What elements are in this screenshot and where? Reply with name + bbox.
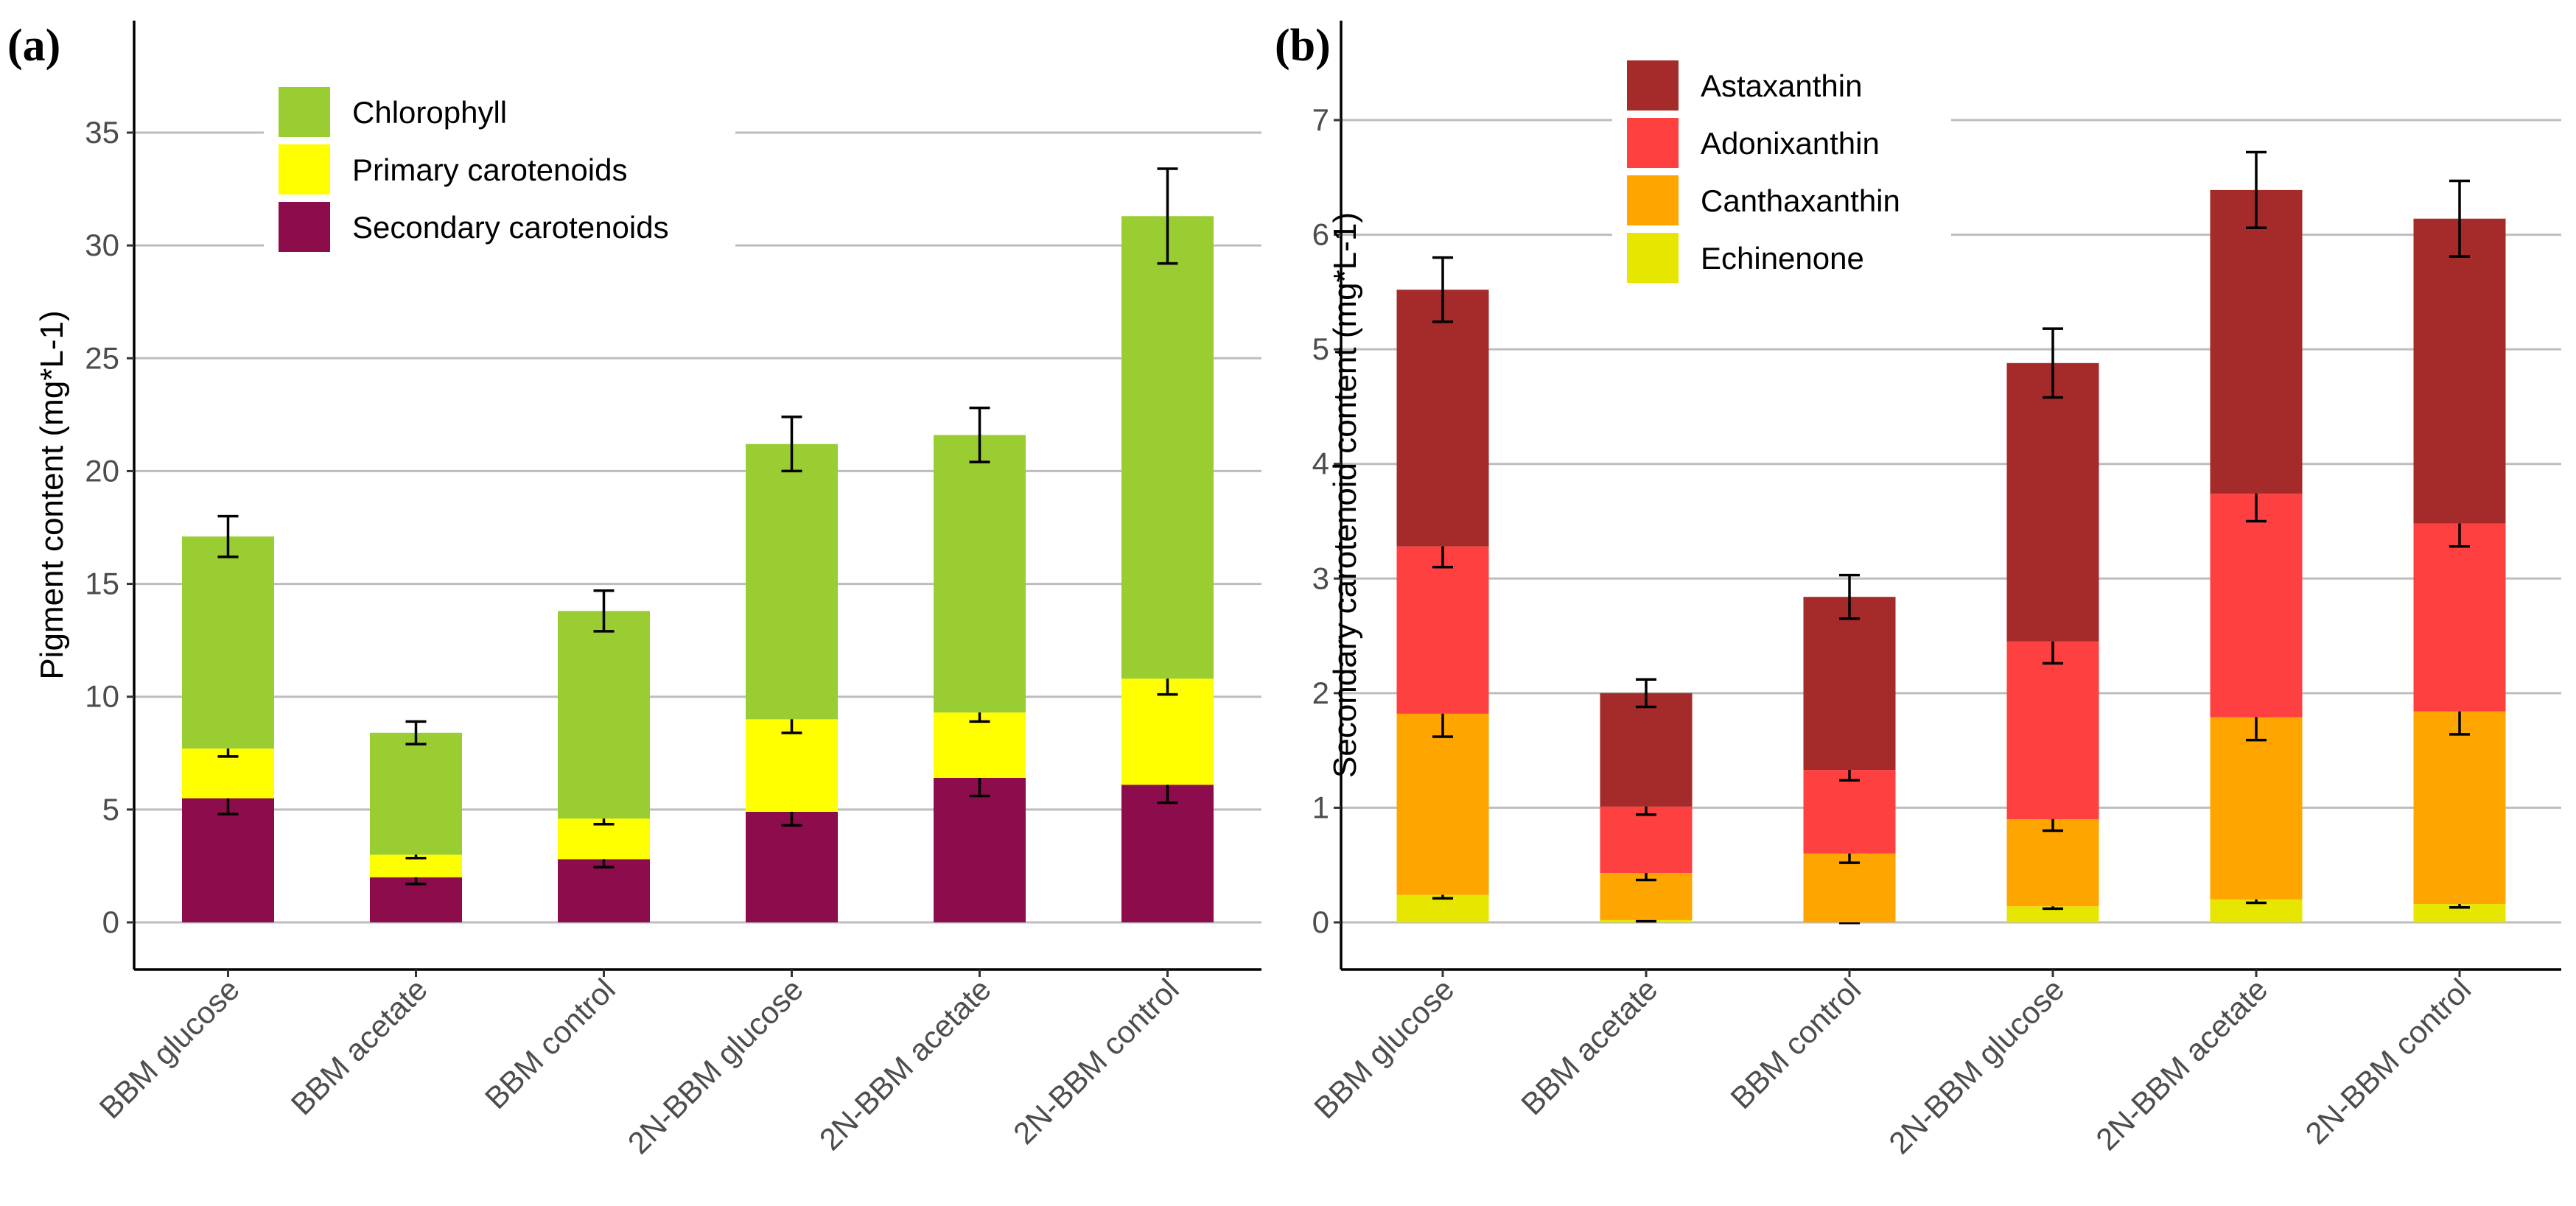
y-tick-label: 25: [85, 340, 119, 375]
y-tick-label: 0: [1312, 905, 1329, 939]
error-bar: [1839, 573, 1860, 620]
panel-label: (a): [7, 21, 60, 71]
error-bar: [1157, 167, 1178, 265]
legend-label: Primary carotenoids: [352, 152, 627, 187]
legend-label: Chlorophyll: [352, 95, 507, 130]
y-tick-label: 3: [1312, 561, 1329, 595]
error-bar: [405, 720, 427, 746]
y-tick-label: 2: [1312, 676, 1329, 710]
y-tick-label: 30: [85, 228, 119, 262]
legend: Chlorophyll Primary carotenoids Secondary …: [264, 80, 735, 267]
bar: [1121, 679, 1214, 785]
legend-label: Echinenone: [1701, 241, 1864, 276]
bar: [558, 859, 650, 922]
bar: [746, 811, 838, 922]
bar: [934, 777, 1026, 922]
bar: [370, 732, 462, 855]
bar: [2413, 218, 2506, 524]
y-tick-label: 20: [85, 453, 119, 488]
y-axis-title: Pigment content (mg*L-1): [34, 310, 70, 679]
bar: [1803, 770, 1896, 854]
y-tick-label: 7: [1312, 102, 1329, 137]
bar: [1396, 713, 1489, 895]
bar: [1803, 853, 1896, 922]
legend-swatch: [279, 144, 330, 194]
x-tick-label: 2N-BBM acetate: [813, 972, 998, 1157]
error-bar: [593, 589, 615, 633]
y-tick-label: 5: [1312, 332, 1329, 366]
legend-swatch: [1627, 233, 1679, 283]
bar: [2006, 818, 2099, 907]
legend-label: Astaxanthin: [1701, 69, 1862, 103]
chart-panel-a: 0 5 10 15 20 25 30 35 BBM glucose BBM acetate BBM …: [7, 21, 1261, 1160]
y-tick-label: 6: [1312, 217, 1329, 252]
legend-swatch: [1627, 175, 1679, 225]
bar: [2210, 189, 2303, 494]
error-bar: [1636, 678, 1656, 709]
legend-swatch: [279, 202, 330, 252]
error-bar: [2043, 327, 2063, 399]
x-tick-label: BBM control: [1723, 972, 1867, 1115]
legend-background: [264, 80, 735, 267]
x-tick-label: 2N-BBM glucose: [621, 972, 810, 1160]
x-tick-label: BBM glucose: [93, 972, 246, 1125]
bar: [2413, 711, 2506, 905]
y-tick-label: 0: [102, 905, 119, 939]
bar: [182, 798, 274, 922]
x-tick-label: 2N-BBM control: [2299, 972, 2478, 1151]
bar: [934, 435, 1026, 713]
legend-swatch: [1627, 60, 1679, 111]
y-axis-title: Secondary carotenoid content (mg*L-1): [1327, 212, 1363, 778]
bar: [2210, 717, 2303, 900]
x-tick-label: 2N-BBM glucose: [1882, 972, 2071, 1160]
bar: [746, 444, 838, 720]
bar: [1121, 785, 1214, 922]
error-bar: [781, 416, 802, 473]
y-tick-label: 10: [85, 679, 119, 714]
y-tick-label: 35: [85, 115, 119, 150]
bar: [2210, 494, 2303, 718]
error-bar: [217, 514, 239, 558]
bar: [2006, 362, 2099, 642]
panel-label: (b): [1275, 21, 1331, 71]
bar: [934, 712, 1026, 778]
x-tick-label: BBM acetate: [284, 972, 434, 1121]
legend-label: Secondary carotenoids: [352, 210, 669, 245]
bar: [2006, 641, 2099, 819]
bar: [1396, 290, 1489, 547]
bar: [558, 611, 650, 819]
error-bar: [1432, 256, 1453, 323]
x-tick-label: BBM glucose: [1307, 972, 1460, 1125]
error-bar: [969, 406, 990, 463]
bar: [1600, 806, 1693, 874]
x-tick-label: BBM acetate: [1514, 972, 1664, 1121]
legend-label: Adonixanthin: [1701, 126, 1880, 161]
y-tick-label: 5: [102, 792, 119, 827]
legend-swatch: [1627, 118, 1679, 168]
x-tick-label: 2N-BBM acetate: [2089, 972, 2274, 1157]
bar: [1600, 693, 1693, 807]
legend-label: Canthaxanthin: [1701, 183, 1900, 218]
legend: Astaxanthin Adonixanthin Canthaxanthin Echi…: [1612, 53, 1951, 298]
bar: [2006, 906, 2099, 922]
bar: [1803, 597, 1896, 771]
y-tick-label: 15: [85, 567, 119, 601]
x-tick-label: BBM control: [478, 972, 622, 1115]
error-bar: [2449, 179, 2470, 258]
bar: [2413, 523, 2506, 712]
bar: [746, 719, 838, 812]
bar: [1121, 216, 1214, 679]
chart-panel-b: 0 1 2 3 4 5 6 7 BBM glucose BBM acetate BBM contro…: [1275, 21, 2561, 1160]
x-tick-label: 2N-BBM control: [1007, 972, 1186, 1151]
y-tick-label: 4: [1312, 446, 1329, 481]
error-bar: [2246, 150, 2267, 229]
legend-swatch: [279, 87, 330, 137]
y-tick-label: 1: [1312, 790, 1329, 824]
bar: [1396, 546, 1489, 714]
bar: [182, 536, 274, 749]
